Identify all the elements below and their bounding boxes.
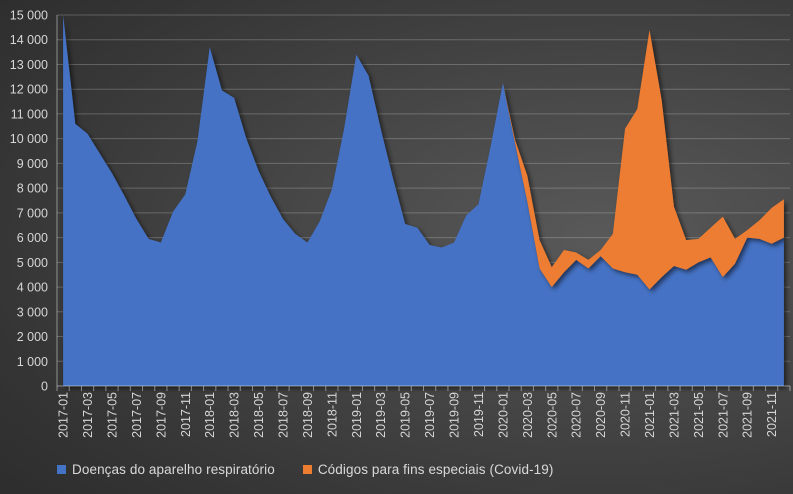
- svg-text:2020-07: 2020-07: [570, 392, 584, 438]
- svg-text:2021-07: 2021-07: [716, 392, 730, 438]
- svg-text:0: 0: [41, 380, 48, 394]
- legend-swatch-respiratorio-icon: [57, 465, 66, 474]
- axes: [56, 15, 790, 387]
- svg-text:3 000: 3 000: [17, 305, 48, 319]
- svg-text:13 000: 13 000: [10, 58, 48, 72]
- svg-text:2017-05: 2017-05: [105, 392, 119, 438]
- svg-text:2019-01: 2019-01: [350, 392, 364, 438]
- y-axis-labels: 0 1 000 2 000 3 000 4 000 5 000 6 000 7 000 8 00…: [10, 9, 48, 394]
- svg-text:2018-11: 2018-11: [325, 392, 339, 437]
- svg-text:4 000: 4 000: [17, 281, 48, 295]
- svg-text:2017-01: 2017-01: [57, 392, 71, 438]
- svg-text:10 000: 10 000: [10, 132, 48, 146]
- legend-item-covid: Códigos para fins especiais (Covid-19): [302, 462, 554, 477]
- svg-text:2020-01: 2020-01: [496, 392, 510, 438]
- svg-text:12 000: 12 000: [10, 83, 48, 97]
- svg-text:2017-07: 2017-07: [130, 392, 144, 438]
- svg-text:2019-05: 2019-05: [399, 392, 413, 438]
- svg-text:2018-03: 2018-03: [228, 392, 242, 438]
- svg-text:2018-09: 2018-09: [301, 392, 315, 438]
- svg-text:2018-07: 2018-07: [277, 392, 291, 438]
- svg-text:2018-01: 2018-01: [203, 392, 217, 438]
- svg-text:7 000: 7 000: [17, 206, 48, 220]
- chart-legend: Doenças do aparelho respiratório Códigos…: [57, 462, 554, 477]
- svg-text:2020-03: 2020-03: [521, 392, 535, 438]
- svg-text:5 000: 5 000: [17, 256, 48, 270]
- svg-text:2020-09: 2020-09: [594, 392, 608, 438]
- svg-text:14 000: 14 000: [10, 33, 48, 47]
- svg-text:2019-09: 2019-09: [448, 392, 462, 438]
- svg-text:2020-11: 2020-11: [619, 392, 633, 437]
- legend-label-respiratorio: Doenças do aparelho respiratório: [72, 462, 275, 477]
- svg-text:2017-11: 2017-11: [179, 392, 193, 437]
- svg-text:2021-11: 2021-11: [765, 392, 779, 437]
- svg-text:2019-07: 2019-07: [423, 392, 437, 438]
- svg-text:2017-09: 2017-09: [154, 392, 168, 438]
- svg-text:2 000: 2 000: [17, 330, 48, 344]
- series-area-covid: [63, 15, 784, 290]
- svg-text:2021-01: 2021-01: [643, 392, 657, 438]
- svg-text:9 000: 9 000: [17, 157, 48, 171]
- svg-text:11 000: 11 000: [11, 107, 48, 121]
- series-area-respiratorio: [63, 15, 784, 386]
- svg-text:2021-03: 2021-03: [667, 392, 681, 438]
- svg-text:1 000: 1 000: [17, 355, 48, 369]
- svg-text:2021-05: 2021-05: [692, 392, 706, 438]
- svg-text:2019-03: 2019-03: [374, 392, 388, 438]
- legend-swatch-covid-icon: [302, 465, 312, 474]
- svg-text:6 000: 6 000: [17, 231, 48, 245]
- svg-text:2021-09: 2021-09: [741, 392, 755, 438]
- legend-label-covid: Códigos para fins especiais (Covid-19): [317, 462, 554, 477]
- svg-text:2018-05: 2018-05: [252, 392, 266, 438]
- svg-text:2017-03: 2017-03: [81, 392, 95, 438]
- x-axis-labels: 2017-01 2017-03 2017-05 2017-07 2017-09 2017-…: [57, 392, 780, 438]
- svg-text:15 000: 15 000: [10, 9, 48, 23]
- x-axis-ticks: [56, 386, 791, 391]
- legend-item-respiratorio: Doenças do aparelho respiratório: [57, 462, 275, 477]
- svg-text:2019-11: 2019-11: [472, 392, 486, 437]
- svg-text:8 000: 8 000: [17, 182, 48, 196]
- svg-text:2020-05: 2020-05: [545, 392, 559, 438]
